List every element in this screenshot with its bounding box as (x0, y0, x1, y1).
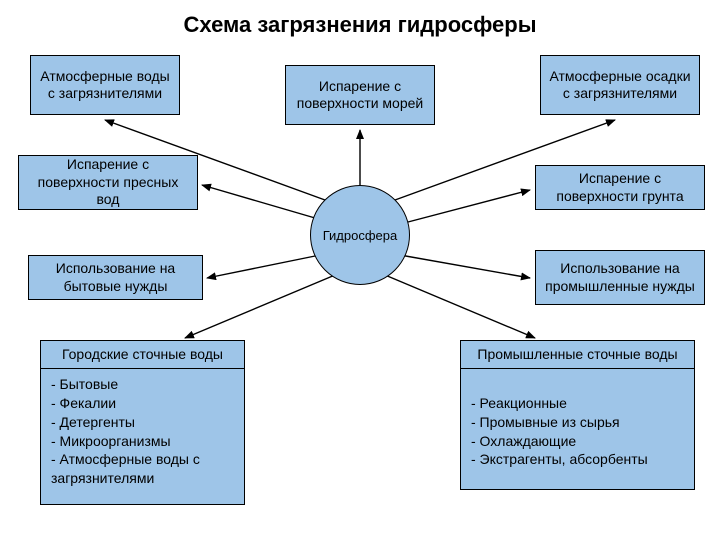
list-item: - Детергенты (51, 413, 234, 432)
list-item: - Фекалии (51, 394, 234, 413)
list-item: - Реакционные (471, 394, 684, 413)
node-n2: Испарение с поверхности морей (285, 65, 435, 125)
node-m1-list: - Бытовые- Фекалии- Детергенты- Микроорг… (41, 369, 244, 494)
edge (207, 255, 320, 278)
node-n6: Использование на бытовые нужды (28, 255, 203, 300)
list-item: - Промывные из сырья (471, 413, 684, 432)
list-item: - Бытовые (51, 375, 234, 394)
diagram-title: Схема загрязнения гидросферы (0, 12, 720, 38)
node-m2-list: - Реакционные- Промывные из сырья- Охлаж… (461, 369, 694, 475)
edge (408, 190, 530, 222)
node-m2: Промышленные сточные воды - Реакционные-… (460, 340, 695, 490)
center-node: Гидросфера (310, 185, 410, 285)
list-item: - Микроорганизмы (51, 432, 234, 451)
node-m1: Городские сточные воды- Бытовые- Фекалии… (40, 340, 245, 505)
edge (385, 275, 535, 338)
node-n7: Использование на промышленные нужды (535, 250, 705, 305)
list-item: - Экстрагенты, абсорбенты (471, 450, 684, 469)
node-n5: Испарение с поверхности грунта (535, 165, 705, 210)
node-n1: Атмосферные воды с загрязнителями (30, 55, 180, 115)
node-m1-header: Городские сточные воды (41, 341, 244, 369)
list-item: - Атмосферные воды с загрязнителями (51, 450, 234, 488)
node-m2-header: Промышленные сточные воды (461, 341, 694, 369)
edge (400, 255, 530, 278)
edge (202, 185, 315, 218)
node-n4: Испарение с поверхности пресных вод (18, 155, 198, 210)
edge (185, 275, 335, 338)
list-item: - Охлаждающие (471, 432, 684, 451)
node-n3: Атмосферные осадки с загрязнителями (540, 55, 700, 115)
